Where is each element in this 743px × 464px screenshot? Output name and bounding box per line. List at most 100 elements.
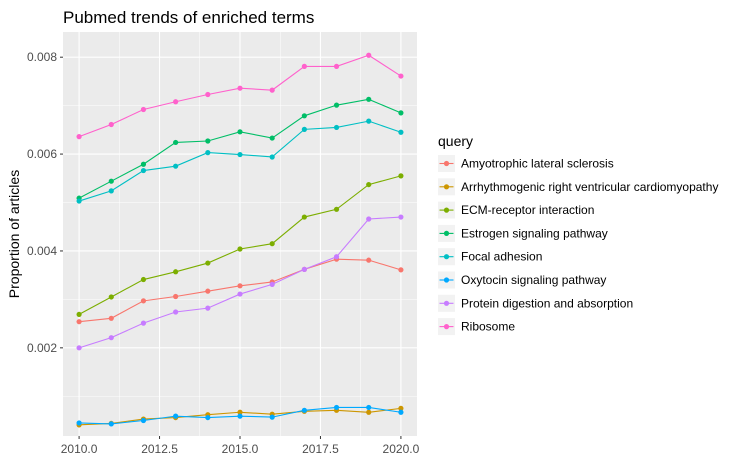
data-point <box>108 188 114 194</box>
data-point <box>173 139 179 146</box>
data-point <box>366 257 372 263</box>
legend-label: Focal adhesion <box>461 250 542 264</box>
data-point <box>140 161 147 167</box>
series <box>76 52 404 140</box>
data-point <box>108 294 114 300</box>
y-tick-label: 0.006 <box>27 147 57 161</box>
legend-label: ECM-receptor interaction <box>461 203 594 217</box>
data-point <box>205 305 211 311</box>
data-point <box>173 413 179 419</box>
data-point <box>108 335 114 341</box>
data-point <box>173 163 179 169</box>
data-point <box>301 214 307 220</box>
data-point <box>301 63 307 69</box>
data-point <box>269 281 275 287</box>
data-point <box>269 414 275 420</box>
data-point <box>140 417 147 424</box>
data-point <box>366 409 372 415</box>
data-point <box>76 311 82 318</box>
series <box>76 214 404 351</box>
data-point <box>140 320 147 326</box>
data-point <box>108 178 114 184</box>
data-point <box>398 129 404 135</box>
data-point <box>366 404 372 411</box>
data-point <box>301 126 307 132</box>
legend-key-point <box>443 207 450 213</box>
series <box>76 96 404 201</box>
data-point <box>366 52 372 58</box>
y-axis-title: Proportion of articles <box>6 170 22 298</box>
data-point <box>237 409 243 415</box>
data-point <box>398 405 404 411</box>
data-point <box>398 267 404 273</box>
x-axis: 2010.0 2012.5 2015.0 2017.5 2020.0 <box>61 436 420 456</box>
x-tick-label: 2015.0 <box>222 442 259 456</box>
legend-title: query <box>438 133 473 149</box>
x-tick-label: 2012.5 <box>141 442 178 456</box>
series-layer <box>76 52 404 428</box>
legend-label: Arrhythmogenic right ventricular cardiom… <box>461 180 718 194</box>
y-tick-label: 0.002 <box>27 341 57 355</box>
data-point <box>108 421 114 427</box>
data-point <box>333 404 340 411</box>
data-point <box>269 154 275 160</box>
legend-item: ECM-receptor interaction <box>438 201 594 219</box>
data-point <box>76 198 82 204</box>
data-point <box>173 309 179 315</box>
data-point <box>205 150 211 156</box>
data-point <box>333 254 340 260</box>
x-tick-label: 2010.0 <box>61 442 98 456</box>
data-point <box>140 167 147 174</box>
legend-label: Ribosome <box>461 320 515 334</box>
data-point <box>398 409 404 415</box>
y-tick-label: 0.004 <box>27 244 57 258</box>
data-point <box>269 135 275 141</box>
series <box>76 404 404 427</box>
data-point <box>205 138 211 144</box>
data-point <box>76 134 82 140</box>
data-point <box>366 181 372 188</box>
data-point <box>76 319 82 325</box>
data-point <box>333 63 340 69</box>
data-point <box>237 85 243 91</box>
data-point <box>140 298 147 304</box>
x-tick-label: 2017.5 <box>302 442 339 456</box>
data-point <box>76 345 82 351</box>
y-tick-label: 0.008 <box>27 50 57 64</box>
data-point <box>366 216 372 222</box>
data-point <box>237 129 243 135</box>
legend-key-point <box>443 160 450 167</box>
legend-key-point <box>443 324 450 330</box>
legend-item: Protein digestion and absorption <box>438 294 633 312</box>
data-point <box>333 206 340 212</box>
data-point <box>108 121 114 128</box>
legend-item: Amyotrophic lateral sclerosis <box>438 155 614 172</box>
legend-item: Estrogen signaling pathway <box>438 224 608 242</box>
chart-title: Pubmed trends of enriched terms <box>63 8 314 27</box>
data-point <box>173 269 179 275</box>
data-point <box>237 291 243 297</box>
data-point <box>108 315 114 321</box>
legend-key-point <box>443 300 450 306</box>
data-point <box>237 151 243 158</box>
legend-item: Arrhythmogenic right ventricular cardiom… <box>438 178 718 196</box>
data-point <box>398 110 404 116</box>
data-point <box>205 288 211 294</box>
legend-label: Oxytocin signaling pathway <box>461 273 606 287</box>
data-point <box>76 420 82 426</box>
data-point <box>366 118 372 124</box>
data-point <box>301 266 307 272</box>
data-point <box>269 241 275 247</box>
legend-item: Oxytocin signaling pathway <box>438 271 606 289</box>
data-point <box>205 260 211 266</box>
data-point <box>140 106 147 113</box>
data-point <box>205 414 211 421</box>
data-point <box>205 91 211 98</box>
legend-key-point <box>443 184 450 190</box>
data-point <box>269 87 275 93</box>
y-axis: 0.002 0.004 0.006 0.008 <box>27 50 63 355</box>
legend-key-point <box>443 277 450 283</box>
data-point <box>398 214 404 220</box>
data-point <box>301 113 307 119</box>
